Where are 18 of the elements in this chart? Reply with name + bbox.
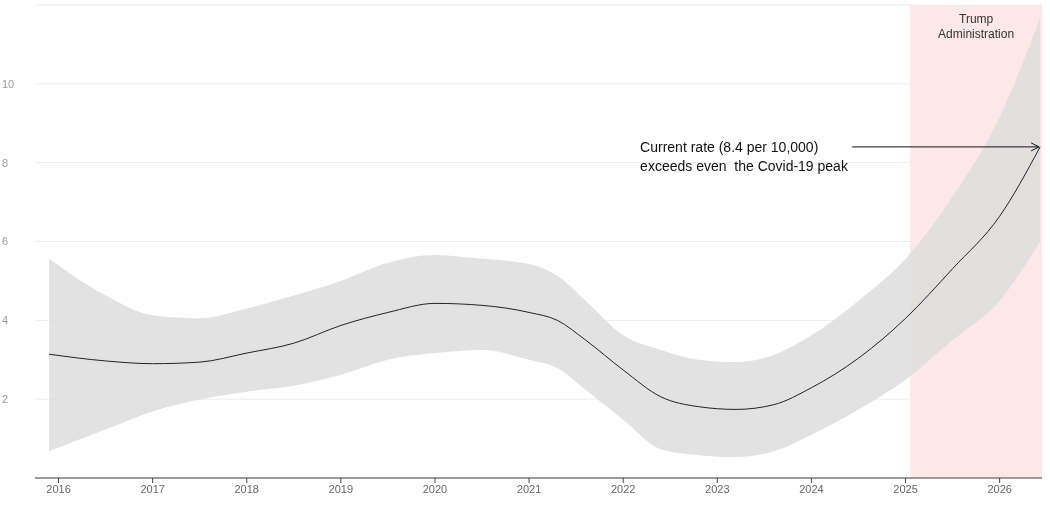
y-tick-label: 4 — [2, 314, 9, 327]
x-tick-label: 2021 — [516, 482, 542, 495]
x-tick-label: 2022 — [610, 482, 636, 495]
y-tick-label: 10 — [2, 77, 15, 90]
y-tick-label: 8 — [2, 156, 9, 169]
x-tick-label: 2026 — [987, 482, 1012, 495]
x-tick-label: 2017 — [140, 482, 165, 495]
x-tick-label: 2018 — [234, 482, 259, 495]
y-tick-label: 2 — [2, 393, 9, 406]
x-tick-label: 2020 — [422, 482, 448, 495]
y-tick-label: 6 — [2, 235, 9, 248]
x-tick-label: 2024 — [799, 482, 824, 495]
x-tick-label: 2023 — [705, 482, 730, 495]
annotation: Current rate (8.4 per 10,000) exceeds even the Covid-19 peak — [640, 138, 849, 174]
x-tick-label: 2019 — [328, 482, 354, 495]
band-label: Trump Administration — [938, 12, 1015, 41]
x-tick-label: 2016 — [46, 482, 71, 495]
x-tick-label: 2025 — [893, 482, 918, 495]
